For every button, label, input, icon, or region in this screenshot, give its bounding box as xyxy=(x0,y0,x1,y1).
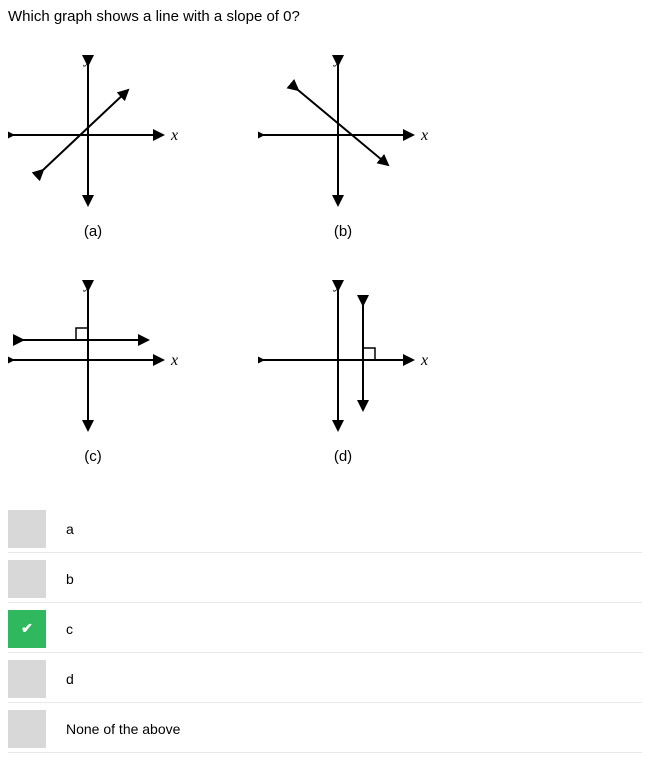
option-d[interactable]: d xyxy=(8,655,642,703)
graph-c-svg: y x xyxy=(8,280,178,440)
graph-d-label: (d) xyxy=(334,448,352,465)
option-c[interactable]: c xyxy=(8,605,642,653)
option-none-label: None of the above xyxy=(66,721,180,737)
graph-d: y x (d) xyxy=(258,280,428,465)
option-b[interactable]: b xyxy=(8,555,642,603)
option-d-box xyxy=(8,660,46,698)
graph-a-svg: y x xyxy=(8,55,178,215)
options-list: a b c d None of the above xyxy=(8,505,642,753)
graph-b: y x (b) xyxy=(258,55,428,240)
option-c-box xyxy=(8,610,46,648)
graph-b-label: (b) xyxy=(334,223,352,240)
svg-text:y: y xyxy=(82,280,92,292)
graph-a: y x (a) xyxy=(8,55,178,240)
svg-text:x: x xyxy=(420,352,428,369)
graph-c-label: (c) xyxy=(84,448,102,465)
option-c-label: c xyxy=(66,621,73,637)
svg-text:x: x xyxy=(420,127,428,144)
option-a-box xyxy=(8,510,46,548)
option-d-label: d xyxy=(66,671,74,687)
question-text: Which graph shows a line with a slope of… xyxy=(8,8,642,25)
graphs-grid: y x (a) y x (b) y x (c) xyxy=(8,55,428,465)
option-none[interactable]: None of the above xyxy=(8,705,642,753)
graph-d-svg: y x xyxy=(258,280,428,440)
option-b-box xyxy=(8,560,46,598)
graph-a-label: (a) xyxy=(84,223,102,240)
option-a[interactable]: a xyxy=(8,505,642,553)
graph-b-svg: y x xyxy=(258,55,428,215)
option-b-label: b xyxy=(66,571,74,587)
svg-text:y: y xyxy=(82,55,92,67)
graph-c: y x (c) xyxy=(8,280,178,465)
svg-text:x: x xyxy=(170,127,178,144)
svg-text:y: y xyxy=(332,55,342,67)
svg-text:y: y xyxy=(332,280,342,292)
option-a-label: a xyxy=(66,521,74,537)
svg-text:x: x xyxy=(170,352,178,369)
